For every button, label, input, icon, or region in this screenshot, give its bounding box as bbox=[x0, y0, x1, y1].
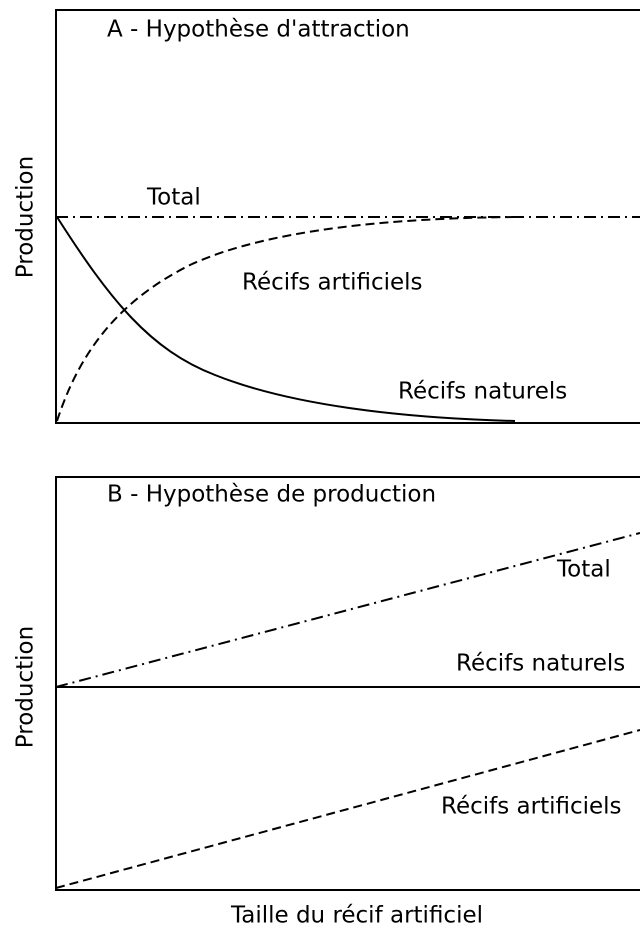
x-axis-label: Taille du récif artificiel bbox=[230, 903, 483, 929]
y-axis-label: Production bbox=[13, 626, 39, 748]
total-label: Total bbox=[146, 185, 201, 211]
y-axis-label: Production bbox=[13, 156, 39, 278]
natural-curve bbox=[56, 216, 516, 422]
artificial-label: Récifs artificiels bbox=[242, 270, 423, 296]
artificial-line bbox=[55, 729, 640, 889]
natural-label: Récifs naturels bbox=[398, 379, 567, 405]
panel-title: B - Hypothèse de production bbox=[107, 482, 436, 508]
panel-a: A - Hypothèse d'attraction Production To… bbox=[13, 9, 640, 424]
total-line bbox=[55, 532, 640, 688]
artificial-curve bbox=[56, 216, 516, 422]
natural-label: Récifs naturels bbox=[456, 651, 625, 677]
panel-title: A - Hypothèse d'attraction bbox=[107, 17, 410, 43]
panel-frame bbox=[55, 476, 640, 891]
artificial-label: Récifs artificiels bbox=[441, 794, 622, 820]
panel-b: B - Hypothèse de production Production T… bbox=[13, 476, 640, 891]
total-label: Total bbox=[556, 557, 611, 583]
